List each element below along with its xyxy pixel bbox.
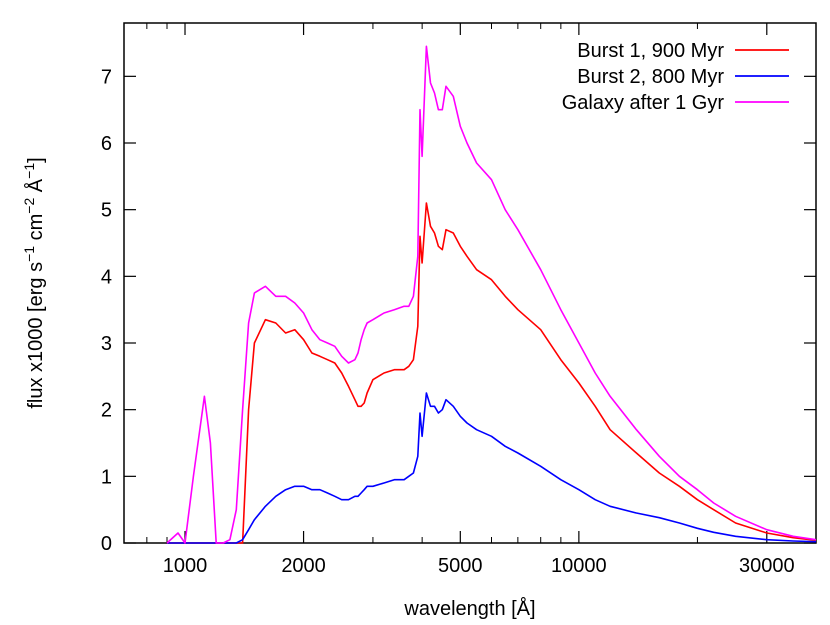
y-tick-label: 7 bbox=[101, 66, 112, 88]
y-axis-title-sup2: −2 bbox=[21, 198, 37, 214]
plot-frame bbox=[123, 22, 817, 544]
legend: Burst 1, 900 Myr Burst 2, 800 Myr Galaxy a… bbox=[562, 40, 789, 114]
x-axis-title: wavelength [Å] bbox=[403, 597, 535, 620]
x-tick-labels: 1000 2000 5000 10000 30000 bbox=[163, 555, 795, 577]
data-series bbox=[166, 45, 817, 544]
y-axis-title-sup3: −1 bbox=[21, 163, 37, 179]
x-tick-label: 2000 bbox=[281, 555, 326, 577]
y-tick-label: 4 bbox=[101, 266, 112, 288]
x-tick-label: 10000 bbox=[551, 555, 607, 577]
y-tick-label: 2 bbox=[101, 400, 112, 422]
series-line-2 bbox=[167, 392, 817, 544]
y-axis-title-end: ] bbox=[25, 157, 47, 163]
axis-ticks bbox=[124, 23, 816, 544]
y-axis-title-mid1: cm bbox=[25, 214, 47, 246]
legend-label-3: Galaxy after 1 Gyr bbox=[562, 92, 725, 114]
series-line-3 bbox=[166, 45, 817, 544]
y-axis-title-base: flux x1000 [erg s bbox=[25, 262, 47, 409]
x-tick-label: 1000 bbox=[163, 555, 208, 577]
y-axis-title-sup1: −1 bbox=[21, 246, 37, 262]
y-tick-labels: 0 1 2 3 4 5 6 7 bbox=[101, 66, 112, 555]
y-tick-label: 6 bbox=[101, 133, 112, 155]
y-tick-label: 0 bbox=[101, 533, 112, 555]
x-tick-label: 30000 bbox=[739, 555, 795, 577]
legend-label-2: Burst 2, 800 Myr bbox=[577, 66, 724, 88]
x-tick-label: 5000 bbox=[438, 555, 483, 577]
y-axis-title-mid2: Å bbox=[24, 178, 47, 198]
y-tick-label: 1 bbox=[101, 466, 112, 488]
y-axis-title: flux x1000 [erg s−1 cm−2 Å−1] bbox=[21, 157, 47, 408]
legend-label-1: Burst 1, 900 Myr bbox=[577, 40, 724, 62]
series-line-1 bbox=[167, 202, 817, 544]
y-tick-label: 3 bbox=[101, 333, 112, 355]
y-tick-label: 5 bbox=[101, 200, 112, 222]
